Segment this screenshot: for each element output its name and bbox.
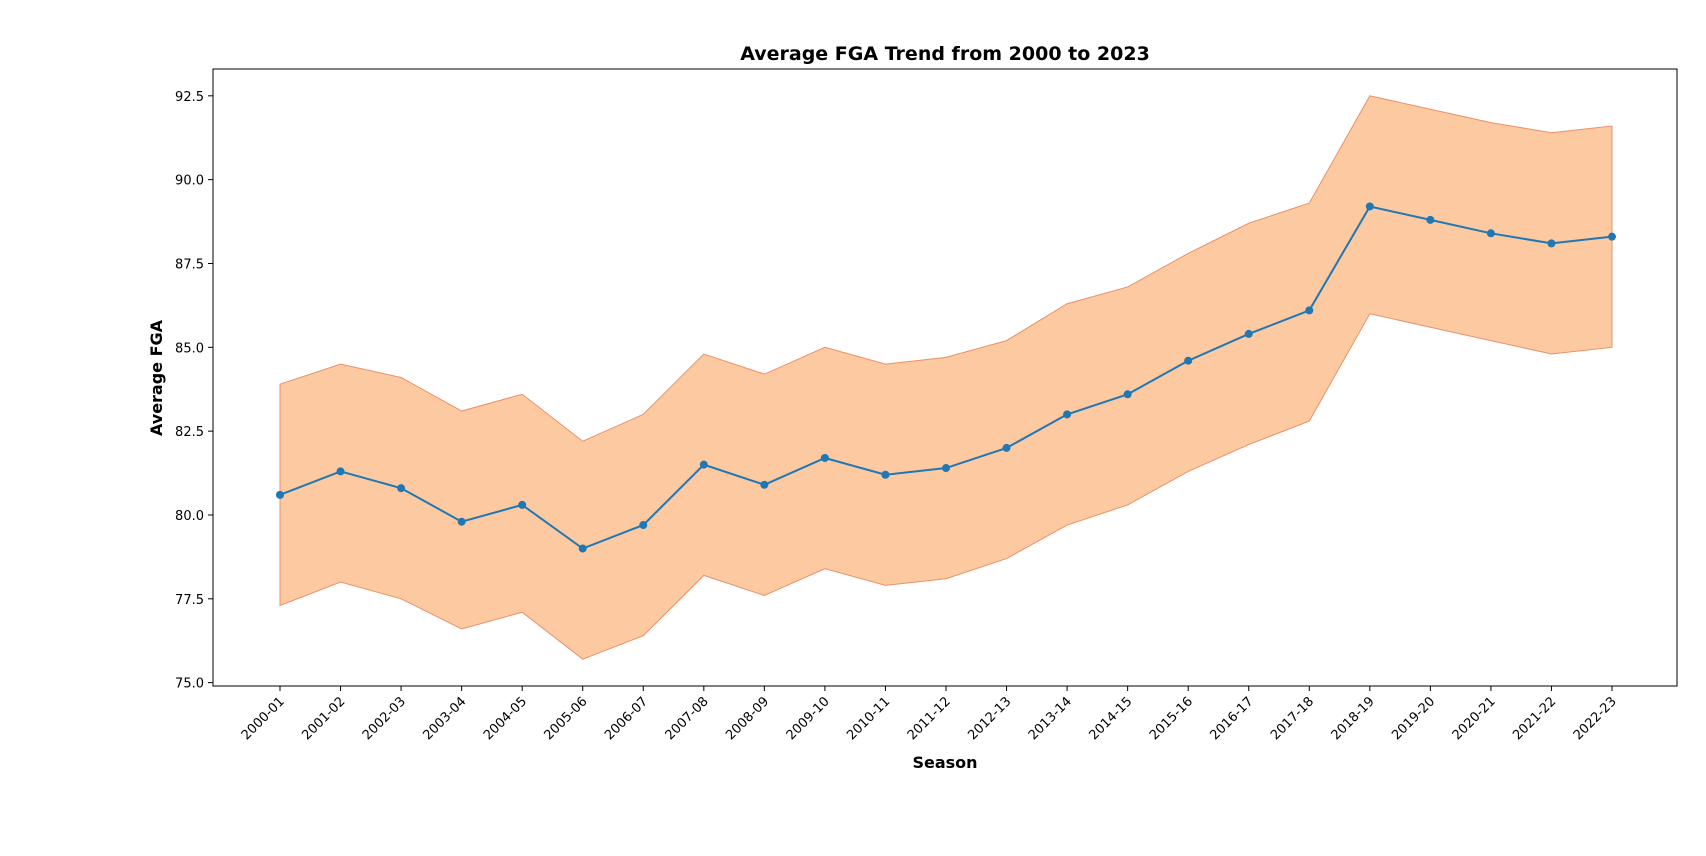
x-tick-label: 2007-08 [663, 694, 712, 743]
data-point [1123, 390, 1132, 399]
y-tick-label: 87.5 [175, 257, 204, 272]
x-tick-label: 2000-01 [239, 694, 288, 743]
data-point [1184, 356, 1193, 365]
y-tick-label: 92.5 [175, 90, 204, 105]
y-tick-label: 85.0 [175, 341, 204, 356]
data-point [820, 453, 829, 462]
y-axis-label: Average FGA [147, 319, 166, 436]
plot-frame [212, 68, 1678, 687]
x-tick-label: 2018-19 [1329, 694, 1378, 743]
x-axis: 2000-01 2001-02 2002-03 2003-04 2004-05 2005-… [239, 686, 1620, 743]
x-tick-label: 2002-03 [360, 694, 409, 743]
x-tick-label: 2020-21 [1450, 694, 1499, 743]
x-tick-label: 2010-11 [844, 694, 893, 743]
data-point [578, 544, 587, 553]
y-tick-label: 82.5 [175, 425, 204, 440]
data-point [1365, 202, 1374, 211]
x-tick-label: 2014-15 [1086, 694, 1135, 743]
x-tick-label: 2006-07 [602, 694, 651, 743]
data-point [1305, 306, 1314, 315]
data-point [1608, 232, 1616, 241]
data-point [1002, 443, 1011, 452]
x-tick-label: 2004-05 [481, 694, 530, 743]
data-point [1547, 239, 1556, 248]
x-tick-label: 2012-13 [965, 694, 1014, 743]
y-tick-label: 75.0 [175, 677, 204, 692]
y-tick-label: 90.0 [175, 174, 204, 189]
x-tick-label: 2003-04 [420, 694, 469, 743]
x-tick-label: 2021-22 [1510, 694, 1559, 743]
y-tick-label: 77.5 [175, 593, 204, 608]
data-point [397, 484, 406, 493]
plot-area [276, 95, 1616, 660]
x-tick-label: 2019-20 [1389, 694, 1438, 743]
x-tick-label: 2005-06 [542, 694, 591, 743]
data-point [336, 467, 345, 476]
data-point [457, 517, 466, 526]
data-point [1063, 410, 1072, 419]
chart-title: Average FGA Trend from 2000 to 2023 [740, 43, 1150, 65]
data-point [881, 470, 890, 479]
data-point [942, 464, 950, 473]
x-tick-label: 2001-02 [299, 694, 348, 743]
x-tick-label: 2009-10 [784, 694, 833, 743]
y-tick-label: 80.0 [175, 509, 204, 524]
x-tick-label: 2008-09 [723, 694, 772, 743]
data-point [760, 480, 769, 489]
data-point [1426, 215, 1435, 224]
x-tick-label: 2022-23 [1571, 694, 1620, 743]
data-point [699, 460, 708, 469]
data-point [639, 521, 648, 530]
x-axis-label: Season [912, 753, 977, 772]
x-tick-label: 2015-16 [1147, 694, 1196, 743]
data-point [1244, 329, 1253, 338]
y-axis: 75.0 77.5 80.0 82.5 85.0 87.5 90.0 92.5 [175, 90, 213, 692]
x-tick-label: 2016-17 [1208, 694, 1257, 743]
x-tick-label: 2011-12 [905, 694, 954, 743]
data-point [276, 490, 284, 499]
data-point [1486, 229, 1495, 238]
data-point [518, 500, 527, 509]
x-tick-label: 2013-14 [1026, 694, 1075, 743]
confidence-band [279, 95, 1613, 660]
x-tick-label: 2017-18 [1268, 694, 1317, 743]
